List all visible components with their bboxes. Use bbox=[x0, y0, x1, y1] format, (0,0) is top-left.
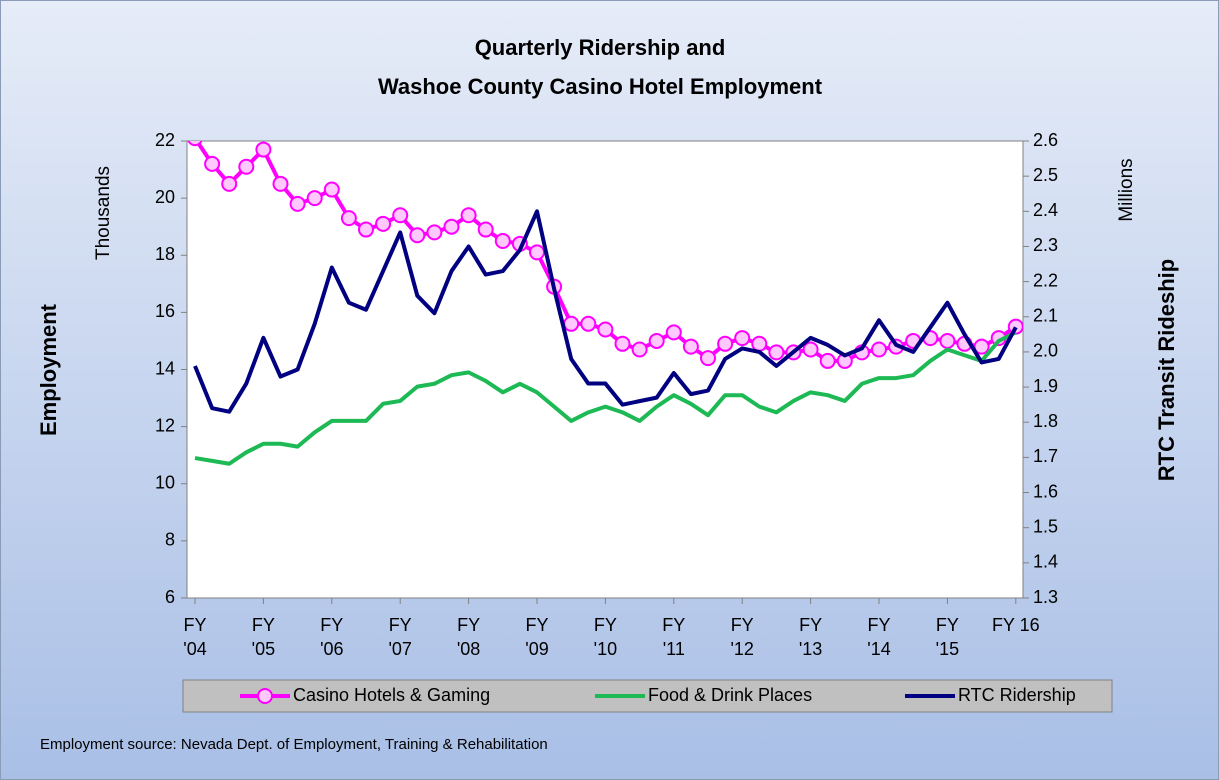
y2-tick-label: 2.5 bbox=[1033, 165, 1058, 185]
legend bbox=[182, 679, 1113, 713]
chart-title: Quarterly Ridership and bbox=[475, 35, 726, 60]
series-line bbox=[193, 209, 1018, 414]
series-marker bbox=[768, 344, 785, 361]
x-tick-label: FY '04 bbox=[183, 615, 206, 659]
y2-tick-label: 1.4 bbox=[1033, 552, 1058, 572]
series-marker bbox=[631, 341, 648, 358]
series-line bbox=[194, 330, 1017, 466]
series-marker bbox=[272, 175, 289, 192]
series-marker bbox=[751, 335, 768, 352]
y2-tick-label: 1.9 bbox=[1033, 376, 1058, 396]
series-marker bbox=[563, 315, 580, 332]
y-tick-label: 6 bbox=[165, 587, 175, 607]
x-tick-label: FY '10 bbox=[594, 615, 617, 659]
y-axis-title: Employment bbox=[36, 303, 61, 436]
y2-tick-label: 2.1 bbox=[1033, 306, 1058, 326]
series-marker bbox=[939, 332, 956, 349]
y2-axis-unit: Millions bbox=[1116, 158, 1137, 221]
series-marker bbox=[973, 338, 990, 355]
x-tick-label: FY '08 bbox=[457, 615, 480, 659]
series-marker bbox=[648, 332, 665, 349]
y-tick-label: 20 bbox=[155, 187, 175, 207]
legend-marker bbox=[257, 688, 273, 704]
series-marker bbox=[255, 141, 272, 158]
y2-tick-label: 1.7 bbox=[1033, 446, 1058, 466]
series-marker bbox=[819, 352, 836, 369]
plot-area bbox=[186, 140, 1024, 599]
x-tick-label: FY '09 bbox=[525, 615, 548, 659]
x-tick-label: FY 16 bbox=[992, 615, 1040, 635]
x-tick-label: FY '05 bbox=[252, 615, 275, 659]
y-tick-label: 18 bbox=[155, 244, 175, 264]
series-marker bbox=[460, 207, 477, 224]
series-marker bbox=[306, 190, 323, 207]
series-marker bbox=[494, 232, 511, 249]
legend-label: RTC Ridership bbox=[958, 685, 1076, 705]
y2-tick-label: 1.8 bbox=[1033, 411, 1058, 431]
series-marker bbox=[871, 341, 887, 358]
series-marker bbox=[238, 158, 255, 175]
series-marker bbox=[323, 181, 340, 198]
series-marker bbox=[375, 215, 392, 232]
series-marker bbox=[682, 338, 699, 355]
x-tick-label: FY '07 bbox=[388, 615, 411, 659]
y-tick-label: 8 bbox=[165, 530, 175, 550]
series-marker bbox=[580, 315, 597, 332]
y-tick-label: 12 bbox=[155, 415, 175, 435]
legend-label: Food & Drink Places bbox=[648, 685, 812, 705]
x-tick-label: FY '14 bbox=[867, 615, 890, 659]
footnote: Employment source: Nevada Dept. of Emplo… bbox=[40, 736, 548, 753]
series-marker bbox=[734, 330, 751, 347]
series-marker bbox=[426, 224, 443, 241]
series-marker bbox=[409, 227, 426, 244]
series-marker bbox=[802, 341, 819, 358]
series-marker bbox=[665, 324, 682, 341]
series-marker bbox=[597, 321, 614, 338]
y2-axis-title: RTC Transit Rideship bbox=[1154, 259, 1179, 481]
y2-tick-label: 2.3 bbox=[1033, 235, 1058, 255]
y-tick-label: 14 bbox=[155, 358, 175, 378]
legend-label: Casino Hotels & Gaming bbox=[293, 685, 490, 705]
y2-tick-label: 2.0 bbox=[1033, 341, 1058, 361]
series-marker bbox=[717, 335, 734, 352]
series-marker bbox=[358, 221, 374, 238]
x-tick-label: FY '15 bbox=[936, 615, 959, 659]
y-tick-label: 22 bbox=[155, 130, 175, 150]
y-axis-unit: Thousands bbox=[93, 166, 114, 260]
y2-tick-label: 1.3 bbox=[1033, 587, 1058, 607]
series-marker bbox=[392, 207, 409, 224]
series-marker bbox=[204, 155, 221, 172]
series-marker bbox=[614, 335, 631, 352]
y2-tick-label: 2.2 bbox=[1033, 270, 1058, 290]
y-tick-label: 16 bbox=[155, 301, 175, 321]
series-marker bbox=[187, 141, 203, 147]
series-marker bbox=[443, 218, 460, 235]
x-tick-label: FY '13 bbox=[799, 615, 822, 659]
series-marker bbox=[1007, 318, 1023, 335]
series-marker bbox=[340, 210, 357, 227]
series-marker bbox=[477, 221, 494, 238]
y2-tick-label: 1.5 bbox=[1033, 516, 1058, 536]
series-marker bbox=[529, 244, 545, 261]
x-tick-label: FY '12 bbox=[730, 615, 753, 659]
x-tick-label: FY '06 bbox=[320, 615, 343, 659]
y-tick-label: 10 bbox=[155, 473, 175, 493]
series-marker bbox=[289, 195, 306, 212]
series-marker bbox=[221, 175, 238, 192]
x-tick-label: FY '11 bbox=[662, 615, 685, 659]
series-marker bbox=[700, 350, 716, 367]
y2-tick-label: 1.6 bbox=[1033, 481, 1058, 501]
y2-tick-label: 2.4 bbox=[1033, 200, 1058, 220]
y2-tick-label: 2.6 bbox=[1033, 130, 1058, 150]
chart-title: Washoe County Casino Hotel Employment bbox=[378, 74, 823, 99]
plot-series bbox=[187, 141, 1023, 466]
